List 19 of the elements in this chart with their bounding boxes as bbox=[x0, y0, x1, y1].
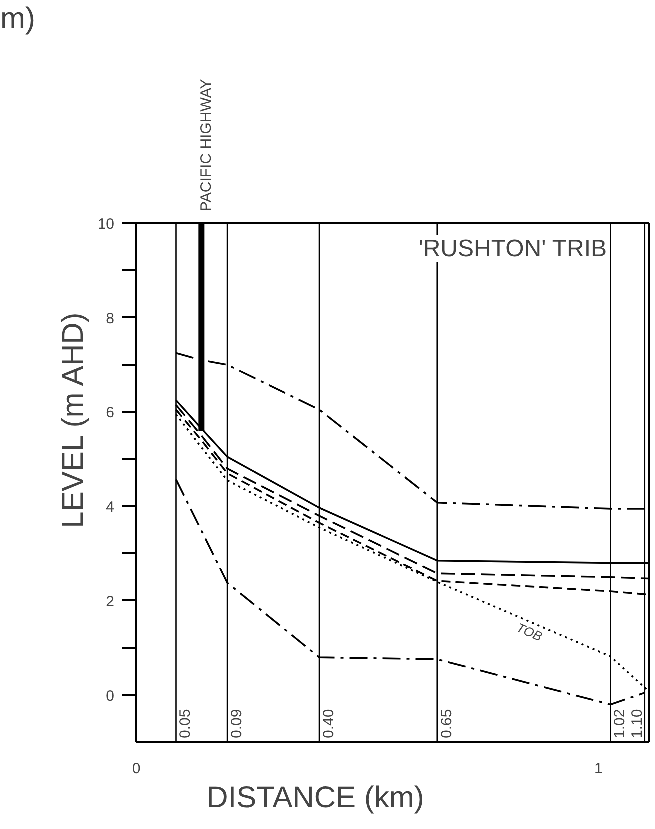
annotation: 0.40 bbox=[320, 709, 338, 738]
text: PACIFIC HIGHWAY bbox=[198, 79, 216, 212]
annotation: 1.02 bbox=[612, 709, 629, 738]
text: m) bbox=[0, 2, 36, 36]
annotation: 'RUSHTON' TRIB bbox=[418, 236, 608, 262]
y-axis-title: LEVEL (m AHD) bbox=[56, 312, 90, 528]
annotation: 0.05 bbox=[177, 709, 194, 738]
text: TOB bbox=[514, 620, 545, 644]
annotation: 1.10 bbox=[628, 709, 646, 738]
x-axis-title: DISTANCE (km) bbox=[206, 782, 424, 814]
y-tick-label: 2 bbox=[106, 593, 114, 610]
y-tick-label: 4 bbox=[106, 499, 114, 516]
y-tick-label: 8 bbox=[106, 310, 114, 328]
annotation: 0.65 bbox=[438, 709, 456, 738]
y-tick-label: 6 bbox=[106, 404, 114, 422]
x-tick-label: 1 bbox=[594, 760, 603, 778]
y-tick-label: 10 bbox=[98, 216, 115, 233]
y-tick-label: 0 bbox=[106, 688, 114, 705]
annotation: 0.09 bbox=[228, 709, 246, 738]
